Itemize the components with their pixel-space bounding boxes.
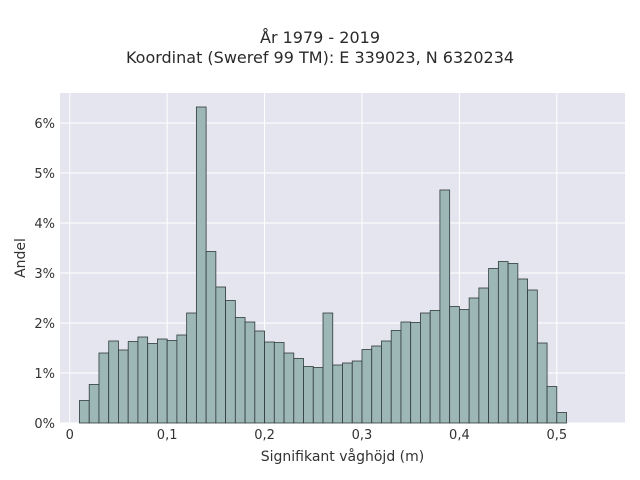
histogram-bar [478, 287, 490, 424]
x-tick-label: 0,5 [546, 428, 567, 443]
y-tick-label: 1% [34, 367, 55, 382]
x-axis-label: Signifikant våghöjd (m) [261, 448, 424, 465]
histogram-bar [468, 297, 480, 424]
histogram-bar [79, 400, 90, 424]
histogram-bar [536, 342, 548, 424]
histogram-bar [458, 309, 470, 424]
histogram-bar [517, 278, 528, 424]
histogram-bar [332, 364, 343, 424]
histogram-bar [254, 330, 265, 424]
histogram-bar [497, 261, 509, 424]
histogram-bar [215, 286, 227, 424]
histogram-bar [293, 358, 304, 424]
histogram-bar [420, 312, 431, 424]
histogram-bar [400, 321, 412, 424]
chart-title-line-2: Koordinat (Sweref 99 TM): E 339023, N 63… [125, 48, 515, 67]
histogram-bar [234, 317, 246, 424]
histogram-bar [283, 352, 295, 424]
chart-title-line-1: År 1979 - 2019 [260, 28, 380, 47]
histogram-bar [137, 336, 149, 424]
y-axis-label: Andel [13, 238, 29, 278]
histogram-bar [147, 343, 158, 424]
histogram-bar [166, 340, 178, 424]
histogram-bar [371, 345, 382, 424]
histogram-bar [264, 341, 275, 424]
x-tick-label: 0,2 [254, 428, 275, 443]
histogram-bar [205, 251, 217, 424]
histogram-bar [527, 289, 538, 424]
histogram-bar [225, 300, 236, 424]
y-tick-label: 0% [34, 417, 55, 432]
histogram-bar [361, 349, 373, 424]
y-tick-label: 2% [34, 317, 55, 332]
histogram-bar [157, 338, 168, 424]
histogram-bar [381, 340, 392, 424]
histogram-bar [507, 263, 519, 424]
histogram-bar [488, 268, 499, 424]
x-tick-label: 0,1 [157, 428, 178, 443]
histogram-bar [439, 189, 451, 424]
histogram-bar [342, 362, 353, 424]
histogram-bar [303, 366, 314, 424]
histogram-bar [556, 412, 567, 424]
histogram-bar [118, 349, 129, 424]
histogram-bar [429, 310, 441, 424]
y-axis-ticks: 0% 1% 2% 3% 4% 5% 6% [34, 117, 55, 432]
y-tick-label: 6% [34, 117, 55, 132]
histogram-bar [108, 340, 119, 424]
histogram-bar [273, 342, 285, 424]
x-tick-label: 0,4 [449, 428, 470, 443]
histogram-bar [98, 352, 110, 424]
histogram-bars [79, 106, 567, 424]
histogram-bar [195, 106, 207, 424]
histogram-bar [186, 312, 197, 424]
histogram-bar [322, 312, 334, 424]
histogram-bar [312, 367, 324, 424]
y-tick-label: 4% [34, 217, 55, 232]
histogram-bar [88, 384, 100, 424]
histogram-bar [127, 341, 139, 424]
x-tick-label: 0,3 [352, 428, 373, 443]
histogram-bar [351, 360, 363, 424]
y-tick-label: 3% [34, 267, 55, 282]
histogram-bar [176, 334, 188, 424]
y-tick-label: 5% [34, 167, 55, 182]
x-axis-ticks: 0 0,1 0,2 0,3 0,4 0,5 [66, 428, 568, 443]
chart-title: År 1979 - 2019 Koordinat (Sweref 99 TM):… [0, 28, 640, 68]
histogram-bar [244, 321, 256, 424]
x-tick-label: 0 [66, 428, 74, 443]
histogram-bar [449, 306, 460, 424]
histogram-bar [546, 386, 558, 424]
histogram-bar [410, 322, 421, 424]
histogram-bar [390, 330, 402, 424]
